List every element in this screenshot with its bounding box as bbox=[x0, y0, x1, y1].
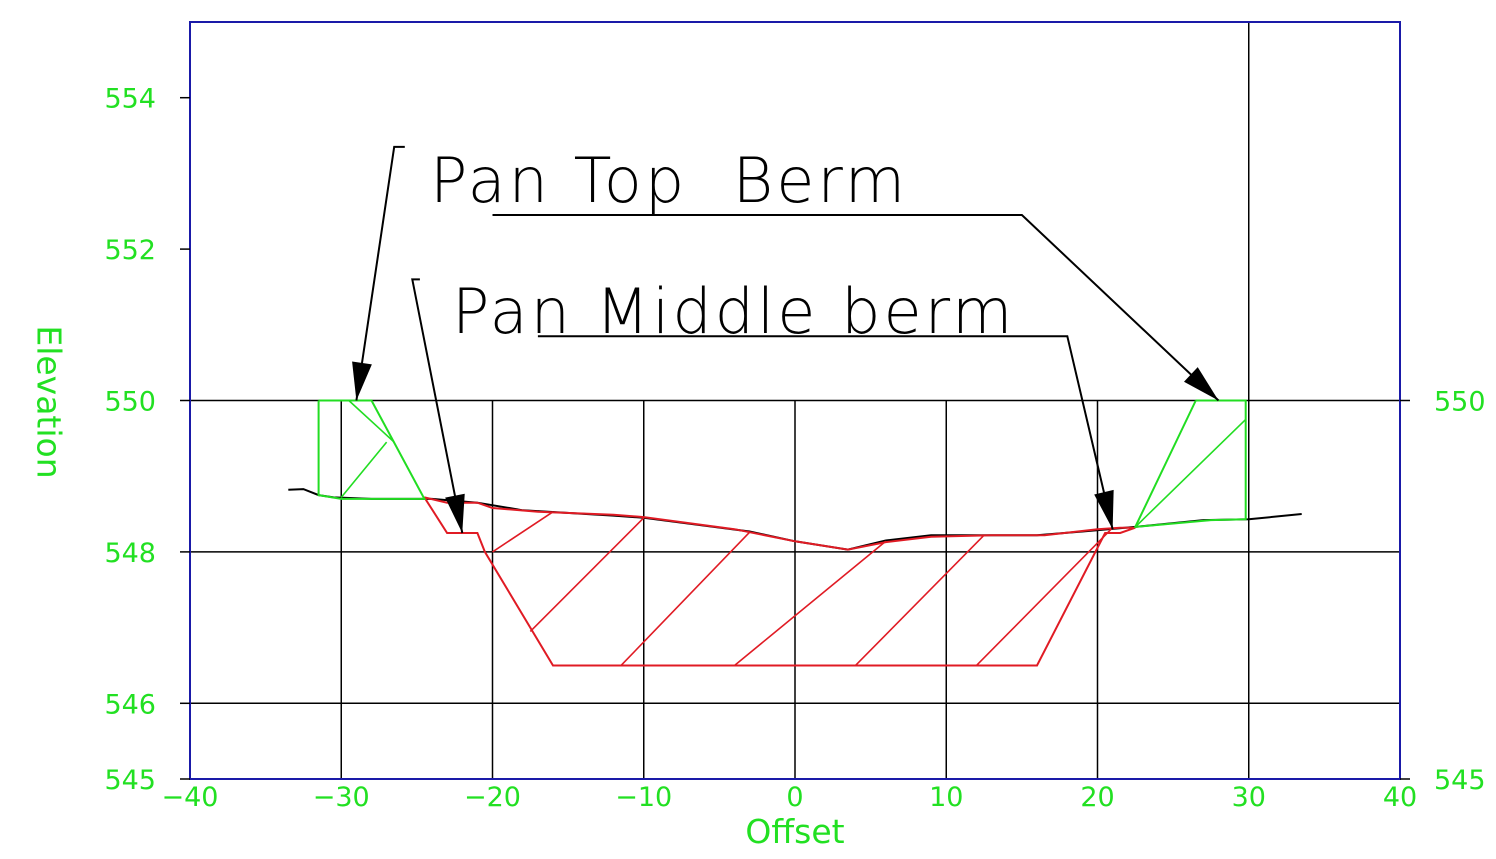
right-y-tick-label: 545 bbox=[1434, 765, 1486, 796]
pan-top-berm-right-hatch-0 bbox=[1134, 418, 1247, 528]
axis-tick-labels: −40 −30 −20 −10 0 10 20 30 40 545 546 548 550 552 554 5… bbox=[104, 84, 1485, 813]
y-tick-label: 548 bbox=[104, 538, 156, 569]
pan-top-berm-right-outline bbox=[1133, 399, 1247, 529]
annotation-leaders bbox=[352, 145, 1220, 534]
leader-hook-1 bbox=[411, 278, 464, 534]
pan-top-berm-left-hatch-1 bbox=[348, 399, 395, 443]
x-axis-label: Offset bbox=[745, 812, 844, 851]
x-tick-label: −20 bbox=[464, 782, 521, 813]
pan-top-berm-left-hatch-0 bbox=[340, 441, 388, 498]
x-tick-label: 0 bbox=[786, 782, 803, 813]
leader-hook-0 bbox=[355, 145, 405, 401]
x-tick-label: 40 bbox=[1383, 782, 1417, 813]
x-tick-label: 20 bbox=[1080, 782, 1114, 813]
pan-middle-berm-hatch-2 bbox=[620, 531, 751, 667]
pan-middle-berm-hatch-4 bbox=[854, 534, 985, 667]
annotation-pan-top-berm: Pan Top Berm bbox=[430, 144, 908, 217]
pan-middle-berm-hatch-1 bbox=[529, 517, 645, 632]
y-tick-label: 550 bbox=[104, 387, 156, 418]
pan-top-berm-left-outline bbox=[317, 399, 427, 500]
leader-underline-1 bbox=[537, 335, 1114, 530]
leader-arrow-hook-0 bbox=[352, 361, 372, 401]
pan-top-berm-shape bbox=[317, 399, 1247, 529]
y-tick-label: 545 bbox=[104, 765, 156, 796]
leader-underline-0 bbox=[492, 214, 1220, 402]
x-tick-label: −40 bbox=[162, 782, 219, 813]
right-y-tick-label: 550 bbox=[1434, 387, 1486, 418]
y-tick-label: 546 bbox=[104, 689, 156, 720]
pan-middle-berm-hatch-0 bbox=[492, 511, 554, 553]
x-tick-label: −30 bbox=[313, 782, 370, 813]
y-tick-label: 554 bbox=[104, 84, 156, 115]
x-tick-label: −10 bbox=[615, 782, 672, 813]
leader-arrow-underline-1 bbox=[1094, 489, 1114, 530]
leader-arrow-underline-0 bbox=[1183, 367, 1219, 401]
y-axis-label: Elevation bbox=[30, 325, 69, 478]
pan-middle-berm-outline bbox=[423, 496, 1136, 667]
x-tick-label: 10 bbox=[929, 782, 963, 813]
leader-arrow-hook-1 bbox=[445, 493, 465, 533]
annotation-pan-middle-berm: Pan Middle berm bbox=[452, 275, 1015, 348]
x-tick-label: 30 bbox=[1232, 782, 1266, 813]
pan-middle-berm-hatch-5 bbox=[975, 527, 1114, 667]
pan-middle-berm-shape bbox=[423, 496, 1136, 667]
y-tick-label: 552 bbox=[104, 235, 156, 266]
axis-ticks bbox=[180, 96, 1410, 780]
grid-lines bbox=[190, 22, 1400, 779]
pan-middle-berm-hatch-3 bbox=[733, 540, 887, 667]
